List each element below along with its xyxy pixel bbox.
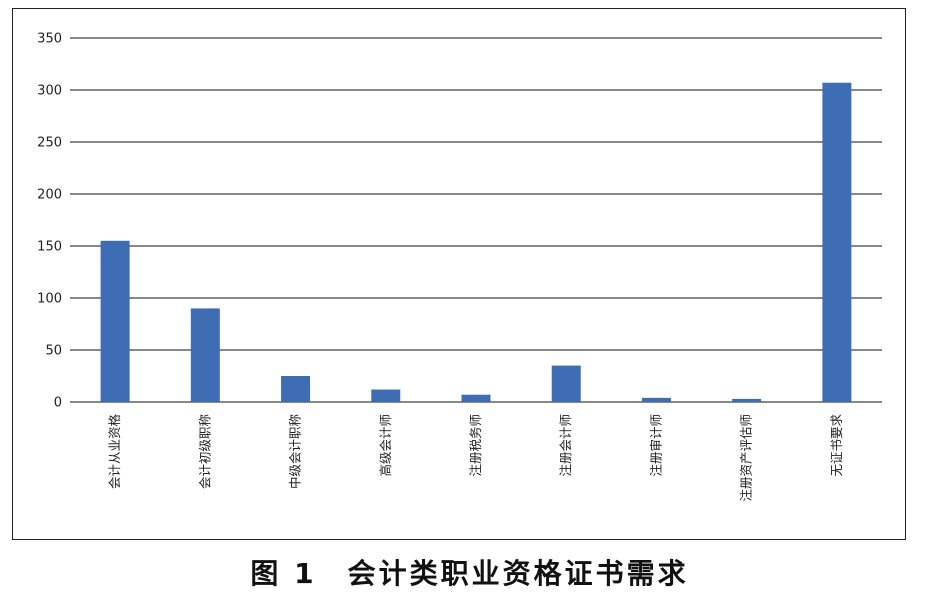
- y-tick-label: 300: [37, 84, 62, 99]
- y-tick-label: 150: [37, 240, 62, 255]
- bar-chart: 0 50 100 150 200 250 300 350 会计从业资格 会计初级职称 中级会计职称…: [37, 32, 882, 502]
- y-tick-label: 350: [37, 32, 62, 47]
- bar-7: [641, 397, 671, 402]
- x-category-label: 注册资产评估师: [739, 414, 754, 502]
- bar-3: [281, 376, 311, 402]
- x-category-label: 会计从业资格: [107, 414, 122, 490]
- x-category-label: 高级会计师: [378, 414, 393, 477]
- x-category-label: 中级会计职称: [288, 414, 303, 489]
- y-tick-label: 50: [45, 344, 62, 359]
- y-axis-ticks: 0 50 100 150 200 250 300 350: [37, 32, 62, 411]
- x-category-label: 无证书要求: [829, 414, 844, 477]
- bar-2: [190, 308, 220, 402]
- x-category-label: 注册税务师: [468, 414, 483, 477]
- bar-4: [371, 389, 401, 402]
- y-tick-label: 200: [37, 188, 62, 203]
- bar-6: [551, 365, 581, 402]
- y-tick-label: 100: [37, 292, 62, 307]
- chart-frame: [12, 8, 906, 540]
- bar-5: [461, 394, 491, 402]
- bar-1: [100, 240, 130, 402]
- x-category-label: 注册会计师: [558, 414, 573, 477]
- x-category-label: 注册审计师: [648, 414, 663, 477]
- y-tick-label: 250: [37, 136, 62, 151]
- figure-caption: 图 1 会计类职业资格证书需求: [250, 557, 689, 590]
- bar-9: [822, 82, 852, 402]
- bar-8: [732, 398, 762, 402]
- bars: [100, 82, 852, 402]
- y-tick-label: 0: [54, 396, 62, 411]
- x-category-label: 会计初级职称: [197, 414, 212, 489]
- x-axis-categories: 会计从业资格 会计初级职称 中级会计职称 高级会计师 注册税务师 注册会计师 注册审计师 注册…: [107, 414, 844, 502]
